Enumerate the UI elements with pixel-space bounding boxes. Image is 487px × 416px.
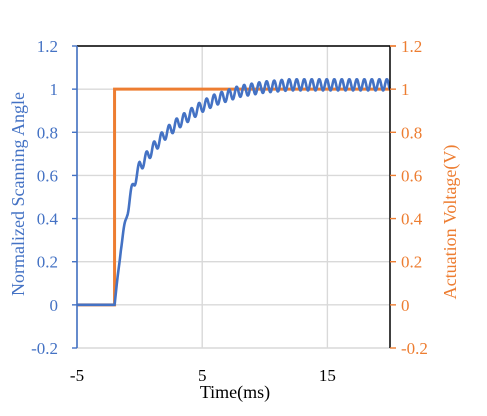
- voltage-line: [77, 87, 390, 307]
- left-tick-label-3: 0.4: [37, 210, 59, 229]
- right-tick-label-6: 1: [401, 80, 410, 99]
- right-axis-title: Actuation Voltage(V): [440, 145, 461, 300]
- x-tick-label-0: -5: [70, 366, 84, 385]
- right-tick-label-4: 0.6: [401, 166, 422, 185]
- right-tick-label-2: 0.2: [401, 253, 422, 272]
- left-tick-label-4: 0.6: [37, 166, 58, 185]
- right-tick-label-0: -0.2: [401, 339, 428, 358]
- right-tick-label-5: 0.8: [401, 123, 422, 142]
- left-tick-label-0: -0.2: [31, 339, 58, 358]
- left-tick-label-7: 1.2: [37, 37, 58, 56]
- x-tick-label-1: 5: [198, 366, 207, 385]
- x-axis-title: Time(ms): [200, 382, 270, 403]
- plot-frame: [76, 45, 396, 348]
- left-tick-label-2: 0.2: [37, 253, 58, 272]
- left-axis-ticks: -0.2 0 0.2 0.4 0.6 0.8 1 1.2: [31, 37, 77, 358]
- left-tick-label-1: 0: [50, 296, 59, 315]
- left-tick-label-5: 0.8: [37, 123, 58, 142]
- gridlines: [76, 45, 390, 349]
- x-axis-ticks: -5 5 15: [70, 366, 336, 385]
- x-tick-label-2: 15: [319, 366, 336, 385]
- left-axis-title: Normalized Scanning Angle: [8, 92, 28, 296]
- right-axis-ticks: -0.2 0 0.2 0.4 0.6 0.8 1 1.2: [390, 37, 428, 358]
- series-actuation-voltage: [77, 87, 390, 307]
- left-tick-label-6: 1: [50, 80, 59, 99]
- scanning-angle-line: [75, 77, 392, 307]
- right-tick-label-1: 0: [401, 296, 410, 315]
- series-scanning-angle: [75, 77, 392, 307]
- right-tick-label-7: 1.2: [401, 37, 422, 56]
- right-tick-label-3: 0.4: [401, 210, 423, 229]
